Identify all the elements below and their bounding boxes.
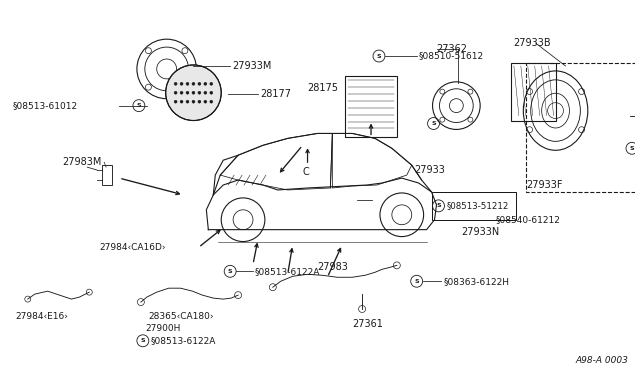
Text: 27983M: 27983M: [63, 157, 102, 167]
Text: 27361: 27361: [352, 319, 383, 329]
Circle shape: [180, 100, 183, 103]
Text: S: S: [414, 279, 419, 284]
Circle shape: [210, 91, 212, 94]
Bar: [526, 63, 640, 192]
Text: S: S: [136, 103, 141, 108]
Text: 27933F: 27933F: [526, 180, 563, 190]
Text: 27933: 27933: [415, 165, 445, 175]
Text: 27984‹CA16D›: 27984‹CA16D›: [99, 243, 166, 252]
Circle shape: [174, 82, 177, 85]
Circle shape: [198, 82, 201, 85]
Text: §08513-6122A: §08513-6122A: [151, 336, 216, 345]
Bar: [511, 63, 556, 121]
Text: 27933N: 27933N: [461, 227, 500, 237]
Text: 27983: 27983: [317, 262, 348, 272]
Text: A98-A 0003: A98-A 0003: [575, 356, 628, 365]
Circle shape: [174, 91, 177, 94]
Text: 27362: 27362: [436, 44, 467, 54]
Circle shape: [186, 91, 189, 94]
Text: S: S: [377, 54, 381, 58]
Text: 27933M: 27933M: [232, 61, 271, 71]
Text: S: S: [436, 203, 441, 208]
Text: S: S: [228, 269, 232, 274]
Text: 27984‹E16›: 27984‹E16›: [15, 312, 68, 321]
Circle shape: [210, 100, 212, 103]
Circle shape: [198, 91, 201, 94]
Text: 28175: 28175: [308, 83, 339, 93]
Text: §08510-51612: §08510-51612: [419, 52, 484, 61]
Text: 28177: 28177: [260, 89, 291, 99]
Bar: [431, 192, 516, 220]
Circle shape: [180, 82, 183, 85]
Text: 28365‹CA180›: 28365‹CA180›: [149, 312, 214, 321]
Text: C: C: [302, 167, 309, 177]
Circle shape: [174, 100, 177, 103]
Circle shape: [204, 91, 207, 94]
Bar: [102, 165, 112, 185]
Text: S: S: [630, 146, 634, 151]
Text: §08513-6122A: §08513-6122A: [255, 267, 321, 276]
Circle shape: [198, 100, 201, 103]
Text: S: S: [431, 121, 436, 126]
Text: S: S: [141, 338, 145, 343]
Circle shape: [192, 91, 195, 94]
Circle shape: [204, 82, 207, 85]
Circle shape: [210, 82, 212, 85]
Bar: [345, 76, 397, 137]
Circle shape: [186, 82, 189, 85]
Text: §08513-51212: §08513-51212: [447, 201, 509, 210]
Circle shape: [166, 65, 221, 121]
Circle shape: [192, 82, 195, 85]
Text: 27933B: 27933B: [513, 38, 550, 48]
Text: §08540-61212: §08540-61212: [496, 215, 561, 224]
Circle shape: [186, 100, 189, 103]
Text: 27900H: 27900H: [146, 324, 181, 333]
Text: §08513-61012: §08513-61012: [13, 101, 78, 110]
Circle shape: [180, 91, 183, 94]
Circle shape: [192, 100, 195, 103]
Circle shape: [204, 100, 207, 103]
Text: §08363-6122H: §08363-6122H: [444, 277, 509, 286]
